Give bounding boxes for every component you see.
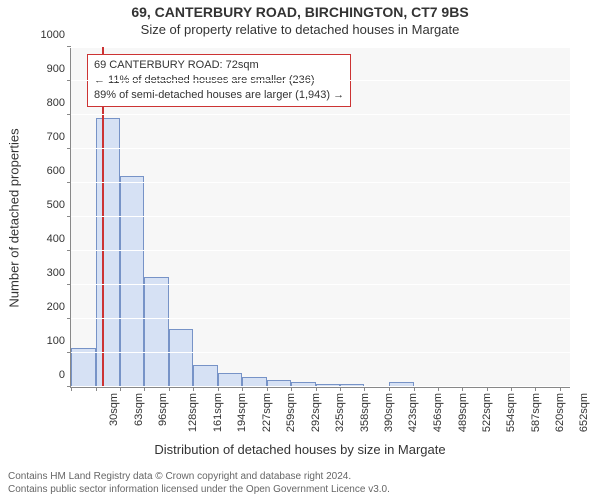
gridline — [71, 386, 570, 387]
y-axis-label: Number of detached properties — [7, 128, 22, 307]
x-tick-label: 652sqm — [578, 393, 590, 432]
y-tick-mark — [67, 250, 71, 251]
gridline — [71, 318, 570, 319]
histogram-bar — [96, 118, 121, 387]
annotation-line-1: 69 CANTERBURY ROAD: 72sqm — [94, 58, 344, 73]
x-tick-mark — [267, 387, 268, 391]
x-tick-label: 292sqm — [310, 393, 322, 432]
x-tick-mark — [364, 387, 365, 391]
annotation-line-3: 89% of semi-detached houses are larger (… — [94, 88, 344, 103]
x-tick-label: 522sqm — [481, 393, 493, 432]
y-tick-mark — [67, 216, 71, 217]
x-tick-mark — [71, 387, 72, 391]
gridline — [71, 284, 570, 285]
gridline — [71, 352, 570, 353]
y-tick-mark — [67, 80, 71, 81]
x-tick-mark — [193, 387, 194, 391]
y-tick-label: 900 — [47, 63, 65, 75]
chart-title-main: 69, CANTERBURY ROAD, BIRCHINGTON, CT7 9B… — [0, 4, 600, 20]
x-tick-label: 390sqm — [383, 393, 395, 432]
x-tick-label: 227sqm — [261, 393, 273, 432]
y-tick-label: 600 — [47, 165, 65, 177]
copyright-text: Contains HM Land Registry data © Crown c… — [8, 470, 390, 496]
y-tick-mark — [67, 46, 71, 47]
x-axis-label: Distribution of detached houses by size … — [0, 442, 600, 457]
gridline — [71, 216, 570, 217]
gridline — [71, 80, 570, 81]
histogram-bar — [193, 365, 218, 387]
x-tick-mark — [340, 387, 341, 391]
x-tick-mark — [535, 387, 536, 391]
x-tick-mark — [389, 387, 390, 391]
x-tick-mark — [560, 387, 561, 391]
histogram-bar — [218, 373, 242, 387]
x-tick-mark — [120, 387, 121, 391]
x-tick-mark — [218, 387, 219, 391]
x-tick-label: 325sqm — [334, 393, 346, 432]
histogram-bar — [120, 176, 144, 387]
y-tick-mark — [67, 114, 71, 115]
y-tick-mark — [67, 148, 71, 149]
y-tick-mark — [67, 284, 71, 285]
y-tick-mark — [67, 352, 71, 353]
x-tick-label: 587sqm — [530, 393, 542, 432]
x-tick-label: 161sqm — [212, 393, 224, 432]
copyright-line-1: Contains HM Land Registry data © Crown c… — [8, 470, 390, 483]
x-tick-mark — [487, 387, 488, 391]
x-tick-mark — [96, 387, 97, 391]
gridline — [71, 250, 570, 251]
x-tick-mark — [242, 387, 243, 391]
x-tick-mark — [438, 387, 439, 391]
x-tick-label: 194sqm — [237, 393, 249, 432]
x-tick-mark — [316, 387, 317, 391]
histogram-bar — [144, 277, 169, 388]
y-tick-label: 500 — [47, 199, 65, 211]
histogram-bar — [71, 348, 96, 387]
x-tick-mark — [291, 387, 292, 391]
y-tick-mark — [67, 318, 71, 319]
plot-area: 69 CANTERBURY ROAD: 72sqm ← 11% of detac… — [70, 48, 570, 388]
x-tick-label: 128sqm — [187, 393, 199, 432]
x-tick-label: 63sqm — [133, 393, 145, 426]
gridline — [71, 46, 570, 47]
y-tick-mark — [67, 182, 71, 183]
x-tick-mark — [169, 387, 170, 391]
histogram-bar — [169, 329, 194, 387]
x-tick-label: 620sqm — [554, 393, 566, 432]
x-tick-label: 456sqm — [432, 393, 444, 432]
x-tick-mark — [414, 387, 415, 391]
x-tick-label: 358sqm — [359, 393, 371, 432]
x-tick-label: 554sqm — [505, 393, 517, 432]
x-tick-label: 423sqm — [407, 393, 419, 432]
y-tick-label: 800 — [47, 97, 65, 109]
x-tick-label: 30sqm — [108, 393, 120, 426]
x-tick-label: 96sqm — [157, 393, 169, 426]
y-tick-label: 700 — [47, 131, 65, 143]
x-tick-label: 259sqm — [285, 393, 297, 432]
gridline — [71, 148, 570, 149]
y-tick-label: 300 — [47, 267, 65, 279]
chart-title-sub: Size of property relative to detached ho… — [0, 22, 600, 37]
x-tick-mark — [144, 387, 145, 391]
gridline — [71, 182, 570, 183]
x-tick-mark — [511, 387, 512, 391]
gridline — [71, 114, 570, 115]
y-tick-label: 200 — [47, 301, 65, 313]
y-tick-label: 400 — [47, 233, 65, 245]
x-tick-label: 489sqm — [457, 393, 469, 432]
x-tick-mark — [462, 387, 463, 391]
y-tick-label: 1000 — [41, 29, 65, 41]
y-tick-label: 100 — [47, 335, 65, 347]
copyright-line-2: Contains public sector information licen… — [8, 483, 390, 496]
y-tick-label: 0 — [59, 369, 65, 381]
